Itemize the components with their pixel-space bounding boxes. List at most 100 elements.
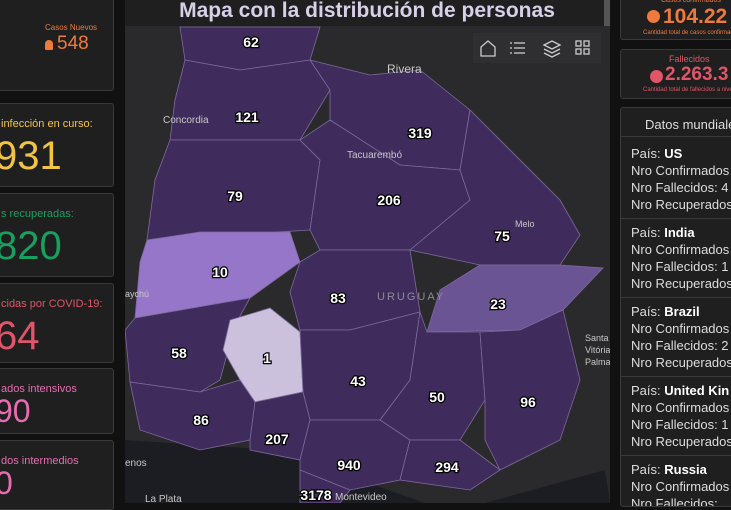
stat-value: 820 [0, 224, 62, 268]
world-card: Datos mundiales País: US Nro Confirmados Nr… [620, 107, 731, 507]
country-label: País: [631, 304, 661, 319]
region-label: 121 [235, 109, 259, 125]
region-label: 10 [212, 264, 228, 280]
country-name: United Kin [664, 383, 730, 398]
country-stat: Nro Confirmados [631, 163, 730, 178]
country-stat: Nro Confirmados [631, 479, 730, 494]
scrollbar [604, 0, 610, 26]
stat-card: s recuperadas: 820 [0, 193, 114, 277]
country-label: País: [631, 225, 661, 240]
region-label: 23 [490, 296, 506, 312]
region-label: 86 [193, 412, 209, 428]
country-name: Russia [664, 462, 707, 477]
region-label: 75 [494, 228, 510, 244]
map-title: Mapa con la distribución de personas [179, 0, 555, 22]
department [125, 297, 251, 393]
stat-label: s recuperadas: [1, 208, 74, 220]
deaths-label: Fallecidos [669, 54, 710, 64]
department [169, 59, 331, 141]
region-label: 207 [265, 431, 289, 447]
country-stat: Nro Confirmados [631, 321, 730, 336]
department [249, 391, 311, 461]
person-icon [45, 40, 53, 50]
place-name: URUGUAY [377, 291, 445, 303]
layers-button[interactable] [542, 40, 562, 58]
divider [621, 376, 731, 377]
place-name: enos [125, 458, 147, 469]
confirmed-caption: Cantidad total de casos confirmados [643, 30, 731, 36]
world-title: Datos mundiales [645, 117, 731, 132]
list-button[interactable] [510, 42, 525, 54]
place-name: Santa [585, 333, 609, 343]
confirmed-value: 104.22 [663, 5, 728, 28]
country-label: País: [631, 146, 661, 161]
country-name: India [664, 225, 695, 240]
region-label: 62 [243, 34, 259, 50]
region-label: 50 [429, 389, 445, 405]
country-stat: Nro Confirmados [631, 242, 730, 257]
place-name: Vitória do [585, 345, 610, 355]
map-toolbar [473, 33, 601, 63]
country-label: País: [631, 462, 661, 477]
place-name: Tacuarembó [347, 150, 402, 161]
confirmed-label: Casos confirmados [661, 0, 721, 4]
regions [125, 26, 604, 503]
country-stat: Nro Fallecidos: 4 [631, 180, 729, 195]
place-name: Melo [515, 219, 535, 229]
region-label: 96 [520, 394, 536, 410]
region-label: 940 [337, 457, 361, 473]
qr-button[interactable] [575, 40, 590, 55]
deaths-caption: Cantidad total de fallecidos a nivel mun… [643, 87, 731, 93]
stat-label: ados intensivos [1, 383, 77, 395]
country-stat: Nro Recuperados [631, 355, 731, 370]
home-button[interactable] [480, 40, 496, 57]
department [134, 231, 301, 319]
country-stat: Nro Fallecidos: 2 [631, 338, 729, 353]
stat-label: dos intermedios [1, 455, 79, 467]
country-stat: Nro Confirmados [631, 400, 730, 415]
divider [621, 136, 731, 137]
confirmed-card: Casos confirmados 104.22 Cantidad total de… [620, 0, 731, 40]
country-row: País: Brazil [631, 304, 700, 319]
divider [621, 297, 731, 298]
country-name: US [664, 146, 683, 161]
region-label: 294 [435, 459, 459, 475]
country-stat: Nro Recuperados [631, 276, 731, 291]
stat-value: 931 [0, 134, 62, 178]
stat-card: dos intermedios0 [0, 440, 114, 510]
alert-icon [647, 10, 660, 23]
stat-value: 64 [0, 314, 40, 358]
country-row: País: United Kin [631, 383, 729, 398]
region-label: 43 [350, 373, 366, 389]
country-row: País: Russia [631, 462, 707, 477]
department [299, 469, 351, 503]
country-stat: Nro Recuperados [631, 197, 731, 212]
country-row: País: India [631, 225, 695, 240]
region-label: 319 [408, 125, 432, 141]
country-stat: Nro Fallecidos: [631, 496, 718, 507]
country-row: País: US [631, 146, 682, 161]
stat-card: infección en curso: 931 [0, 103, 114, 187]
country-name: Brazil [664, 304, 700, 319]
place-name: Montevideo [335, 492, 387, 503]
country-stat: Nro Recuperados [631, 434, 731, 449]
place-name: Concordia [163, 115, 209, 126]
department [299, 419, 411, 491]
stat-card: ados intensivos90 [0, 368, 114, 434]
region-label: 83 [330, 290, 346, 306]
place-name: Palmar [585, 357, 610, 367]
stat-value: 0 [0, 465, 13, 502]
country-stat: Nro Fallecidos: 1 [631, 417, 729, 432]
region-label: 1 [263, 350, 271, 366]
stat-label: cidas por COVID-19: [1, 298, 103, 310]
stat-card: Casos Nuevos 548 [0, 0, 114, 91]
title-bar [125, 0, 610, 26]
places: Rivera Concordia Tacuarembó Melo URUGUAY Sant… [125, 62, 610, 503]
stat-value: 548 [57, 33, 89, 54]
department [399, 439, 501, 491]
stat-label: infección en curso: [1, 118, 93, 130]
stat-label: Casos Nuevos [45, 23, 98, 32]
region-label: 79 [227, 188, 243, 204]
deaths-value: 2.263.3 [665, 64, 729, 85]
